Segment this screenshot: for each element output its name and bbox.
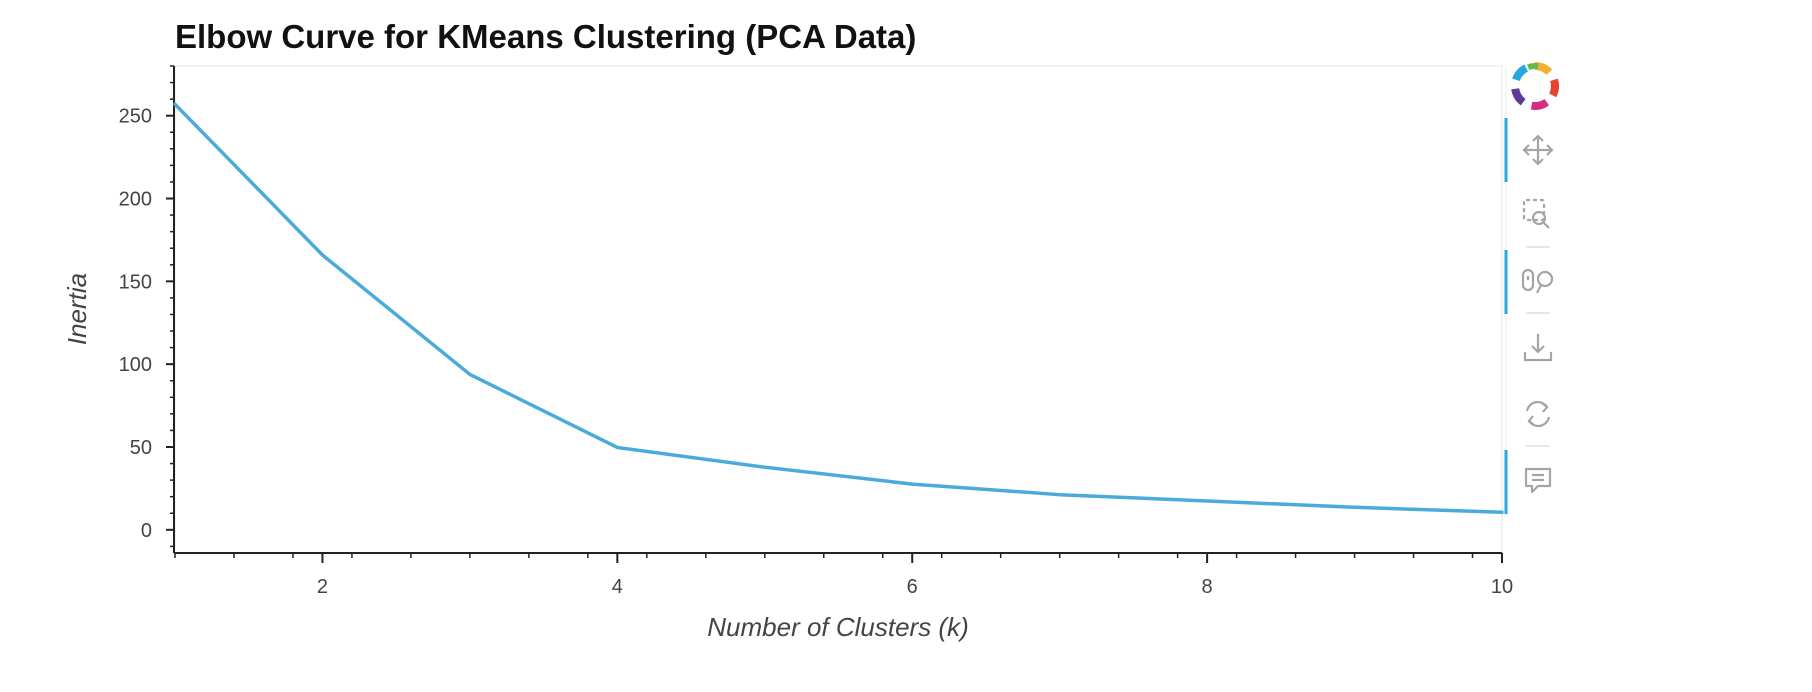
y-tick-label: 250 xyxy=(119,106,152,128)
data-point xyxy=(1500,510,1504,514)
data-point xyxy=(615,445,619,449)
inertia-series-line xyxy=(173,102,1504,514)
y-tick-label: 100 xyxy=(119,354,152,376)
x-axis-major-ticks xyxy=(321,553,1503,563)
chart-title: Elbow Curve for KMeans Clustering (PCA D… xyxy=(175,18,916,55)
y-tick-label: 150 xyxy=(119,271,152,293)
x-axis-tick-labels: 2 4 6 8 10 xyxy=(317,576,1513,598)
inertia-series-points xyxy=(173,102,1504,514)
x-axis-label: Number of Clusters (k) xyxy=(707,612,969,642)
pan-icon[interactable] xyxy=(1522,134,1554,166)
y-tick-label: 200 xyxy=(119,189,152,211)
data-point xyxy=(1058,493,1062,497)
data-point xyxy=(1353,505,1357,509)
y-tick-label: 50 xyxy=(130,437,152,459)
y-tick-label: 0 xyxy=(141,520,152,542)
y-axis-label: Inertia xyxy=(62,273,92,345)
bokeh-logo-icon[interactable] xyxy=(1507,58,1563,114)
plot-frame xyxy=(174,65,1503,554)
data-point xyxy=(468,372,472,376)
hover-icon[interactable] xyxy=(1524,467,1552,494)
x-tick-label: 6 xyxy=(907,576,918,598)
data-point xyxy=(910,482,914,486)
box-zoom-icon[interactable] xyxy=(1522,198,1550,229)
x-tick-label: 8 xyxy=(1202,576,1213,598)
x-tick-label: 10 xyxy=(1491,576,1513,598)
save-icon[interactable] xyxy=(1523,334,1553,362)
plot-toolbar xyxy=(1504,58,1563,515)
x-tick-label: 4 xyxy=(612,576,623,598)
reset-icon[interactable] xyxy=(1525,400,1551,428)
data-point xyxy=(1205,499,1209,503)
data-point xyxy=(173,102,177,106)
data-point xyxy=(320,253,324,257)
y-axis-major-ticks xyxy=(166,114,174,531)
wheel-zoom-icon[interactable] xyxy=(1521,268,1554,294)
data-point xyxy=(763,465,767,469)
y-axis-tick-labels: 0 50 100 150 200 250 xyxy=(119,106,152,542)
x-tick-label: 2 xyxy=(317,576,328,598)
